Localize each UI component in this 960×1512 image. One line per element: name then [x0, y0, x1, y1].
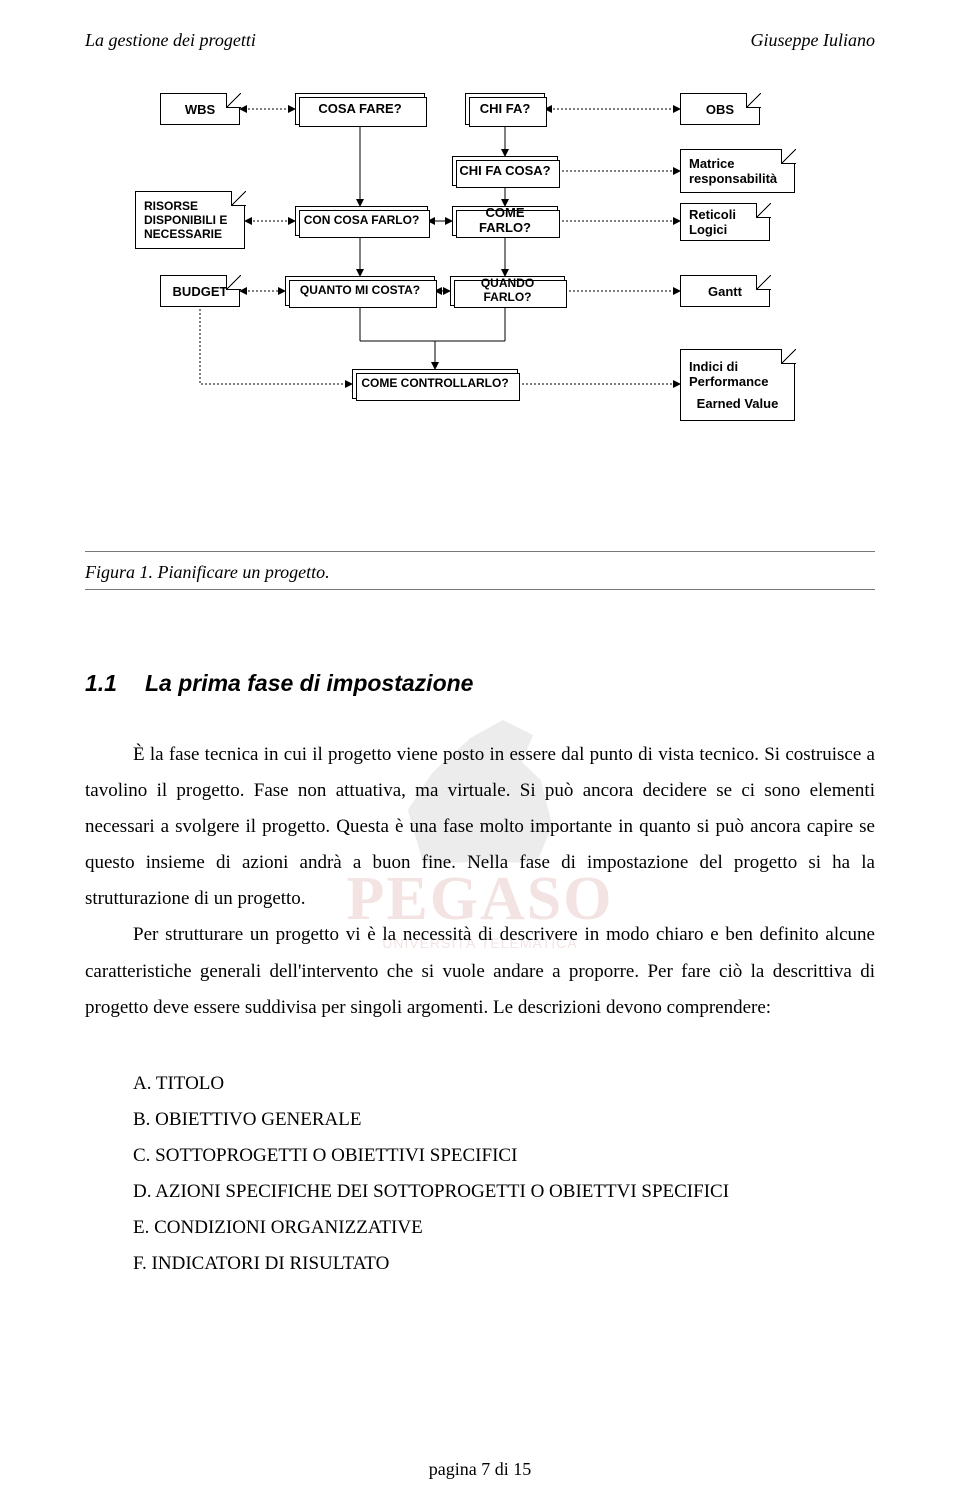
label: QUANDO FARLO?	[457, 277, 558, 305]
note-wbs: WBS	[160, 93, 240, 125]
box-come-farlo: COME FARLO?	[452, 206, 558, 236]
list-item: A. TITOLO	[133, 1066, 875, 1102]
label: CHI FA?	[480, 102, 531, 117]
label: OBS	[706, 102, 734, 117]
note-obs: OBS	[680, 93, 760, 125]
label: COSA FARE?	[318, 102, 401, 117]
list-item: B. OBIETTIVO GENERALE	[133, 1102, 875, 1138]
box-cosa-fare: COSA FARE?	[295, 93, 425, 125]
separator	[85, 589, 875, 590]
label: Gantt	[708, 284, 742, 299]
page-header: La gestione dei progetti Giuseppe Iulian…	[85, 30, 875, 51]
label: CON COSA FARLO?	[304, 214, 420, 228]
heading-number: 1.1	[85, 670, 117, 696]
box-quando: QUANDO FARLO?	[450, 276, 565, 306]
note-risorse: RISORSE DISPONIBILI E NECESSARIE	[135, 191, 245, 249]
label: BUDGET	[173, 284, 228, 299]
separator	[85, 551, 875, 552]
list-item: D. AZIONI SPECIFICHE DEI SOTTOPROGETTI O…	[133, 1174, 875, 1210]
box-con-cosa: CON COSA FARLO?	[295, 206, 428, 236]
body-text: È la fase tecnica in cui il progetto vie…	[85, 737, 875, 1026]
label: Earned Value	[697, 396, 779, 411]
label: WBS	[185, 102, 215, 117]
header-right: Giuseppe Iuliano	[751, 30, 875, 51]
list-item: E. CONDIZIONI ORGANIZZATIVE	[133, 1210, 875, 1246]
note-reticoli: Reticoli Logici	[680, 203, 770, 241]
label: Reticoli Logici	[689, 207, 761, 237]
label: Indici di Performance	[689, 359, 786, 389]
label: CHI FA COSA?	[459, 164, 550, 179]
paragraph: Per strutturare un progetto vi è la nece…	[85, 917, 875, 1025]
figure-caption: Figura 1. Pianificare un progetto.	[85, 562, 875, 583]
section-heading: 1.1 La prima fase di impostazione	[85, 670, 875, 697]
label: COME CONTROLLARLO?	[361, 377, 508, 391]
list-item: C. SOTTOPROGETTI O OBIETTIVI SPECIFICI	[133, 1138, 875, 1174]
note-budget: BUDGET	[160, 275, 240, 307]
box-chi-fa-cosa: CHI FA COSA?	[452, 156, 558, 186]
label: Matrice responsabilità	[689, 156, 786, 186]
box-chi-fa: CHI FA?	[465, 93, 545, 125]
list: A. TITOLO B. OBIETTIVO GENERALE C. SOTTO…	[85, 1066, 875, 1283]
heading-text: La prima fase di impostazione	[145, 670, 473, 696]
paragraph: È la fase tecnica in cui il progetto vie…	[85, 737, 875, 917]
box-come-controllarlo: COME CONTROLLARLO?	[352, 369, 518, 399]
flowchart: WBS COSA FARE? CHI FA? OBS CHI FA COSA? …	[100, 91, 860, 521]
page-footer: pagina 7 di 15	[0, 1459, 960, 1480]
header-left: La gestione dei progetti	[85, 30, 256, 51]
note-indici: Indici di Performance Earned Value	[680, 349, 795, 421]
note-gantt: Gantt	[680, 275, 770, 307]
label: QUANTO MI COSTA?	[300, 284, 420, 298]
note-matrice: Matrice responsabilità	[680, 149, 795, 193]
label: RISORSE DISPONIBILI E NECESSARIE	[144, 199, 236, 241]
label: COME FARLO?	[459, 206, 551, 236]
list-item: F. INDICATORI DI RISULTATO	[133, 1246, 875, 1282]
box-quanto: QUANTO MI COSTA?	[285, 276, 435, 306]
